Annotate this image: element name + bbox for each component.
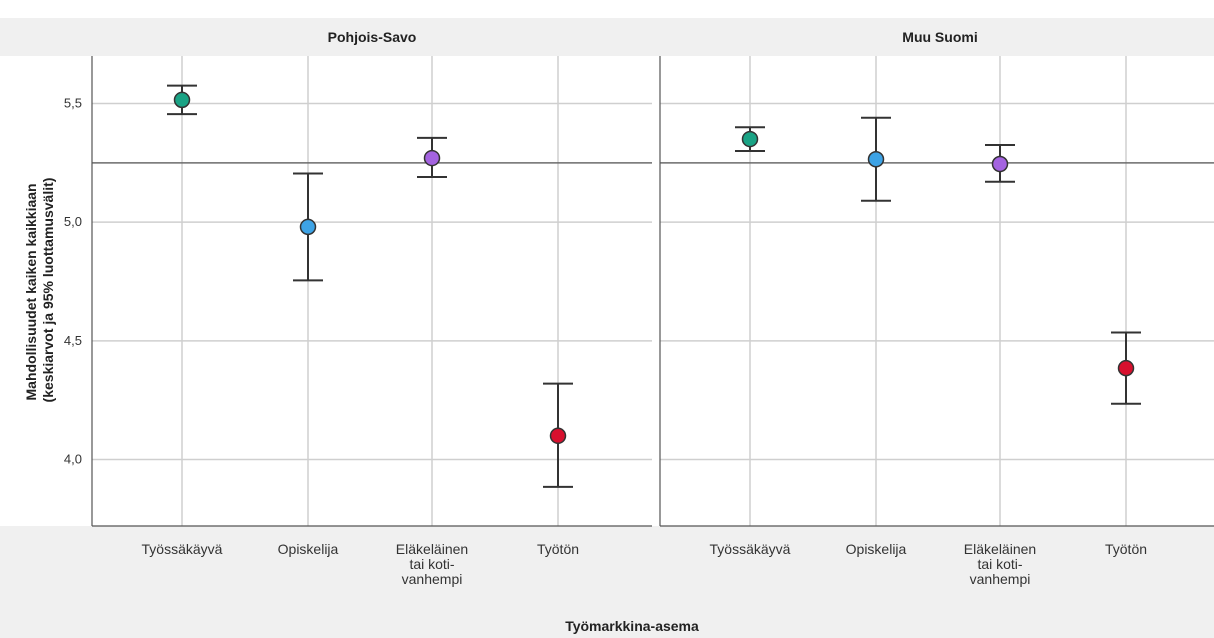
category-label-line: vanhempi — [970, 571, 1031, 587]
y-tick-label: 5,0 — [64, 214, 82, 229]
category-label: Opiskelija — [278, 541, 339, 557]
y-tick-label: 5,5 — [64, 95, 82, 110]
panel-left: Työssäkäyvä Opiskelija Eläkeläinen tai koti… — [91, 56, 652, 587]
mean-point — [991, 155, 1009, 173]
panel-header-strip — [0, 18, 1214, 56]
mean-point — [423, 149, 441, 167]
category-label-line: Työssäkäyvä — [710, 541, 791, 557]
mean-point — [1117, 359, 1135, 377]
y-axis-title: Mahdollisuudet kaiken kaikkiaan (keskiar… — [23, 178, 56, 403]
category-label-line: Työssäkäyvä — [142, 541, 223, 557]
category-label-line: tai koti- — [977, 556, 1022, 572]
error-bar-1 — [861, 116, 891, 202]
y-tick-label: 4,0 — [64, 452, 82, 467]
category-label: Opiskelija — [846, 541, 907, 557]
y-axis-title-line-2: (keskiarvot ja 95% luottamusvälit) — [40, 178, 56, 403]
category-label-line: tai koti- — [409, 556, 454, 572]
error-bar-2 — [985, 144, 1015, 183]
category-label-line: Työtön — [1105, 541, 1147, 557]
mean-point — [549, 427, 567, 445]
mean-point — [741, 130, 759, 148]
category-label-line: Opiskelija — [846, 541, 907, 557]
category-label: Eläkeläinen tai koti-vanhempi — [396, 541, 468, 587]
panel-right: Työssäkäyvä Opiskelija Eläkeläinen tai koti… — [659, 56, 1214, 587]
mean-point — [867, 151, 885, 168]
mean-point — [299, 218, 317, 236]
category-label: Eläkeläinen tai koti-vanhempi — [964, 541, 1036, 587]
x-axis-label-area — [0, 526, 1214, 638]
category-label: Työtön — [537, 541, 579, 557]
mean-point — [173, 91, 191, 109]
y-axis-title-line-1: Mahdollisuudet kaiken kaikkiaan — [23, 183, 39, 400]
category-label-line: vanhempi — [402, 571, 463, 587]
error-bar-2 — [417, 136, 447, 179]
category-label-line: Työtön — [537, 541, 579, 557]
error-bar-0 — [735, 126, 765, 152]
error-bar-1 — [293, 172, 323, 282]
category-label-line: Eläkeläinen — [964, 541, 1036, 557]
error-bar-3 — [1111, 331, 1141, 405]
category-label: Työtön — [1105, 541, 1147, 557]
category-label-line: Eläkeläinen — [396, 541, 468, 557]
category-label: Työssäkäyvä — [710, 541, 791, 557]
error-bar-3 — [543, 382, 573, 488]
error-bar-0 — [167, 84, 197, 116]
x-axis-title: Työmarkkina-asema — [565, 618, 699, 634]
panel-title-right: Muu Suomi — [902, 29, 977, 45]
category-label-line: Opiskelija — [278, 541, 339, 557]
panel-title-left: Pohjois-Savo — [328, 29, 417, 45]
category-label: Työssäkäyvä — [142, 541, 223, 557]
y-tick-label: 4,5 — [64, 333, 82, 348]
